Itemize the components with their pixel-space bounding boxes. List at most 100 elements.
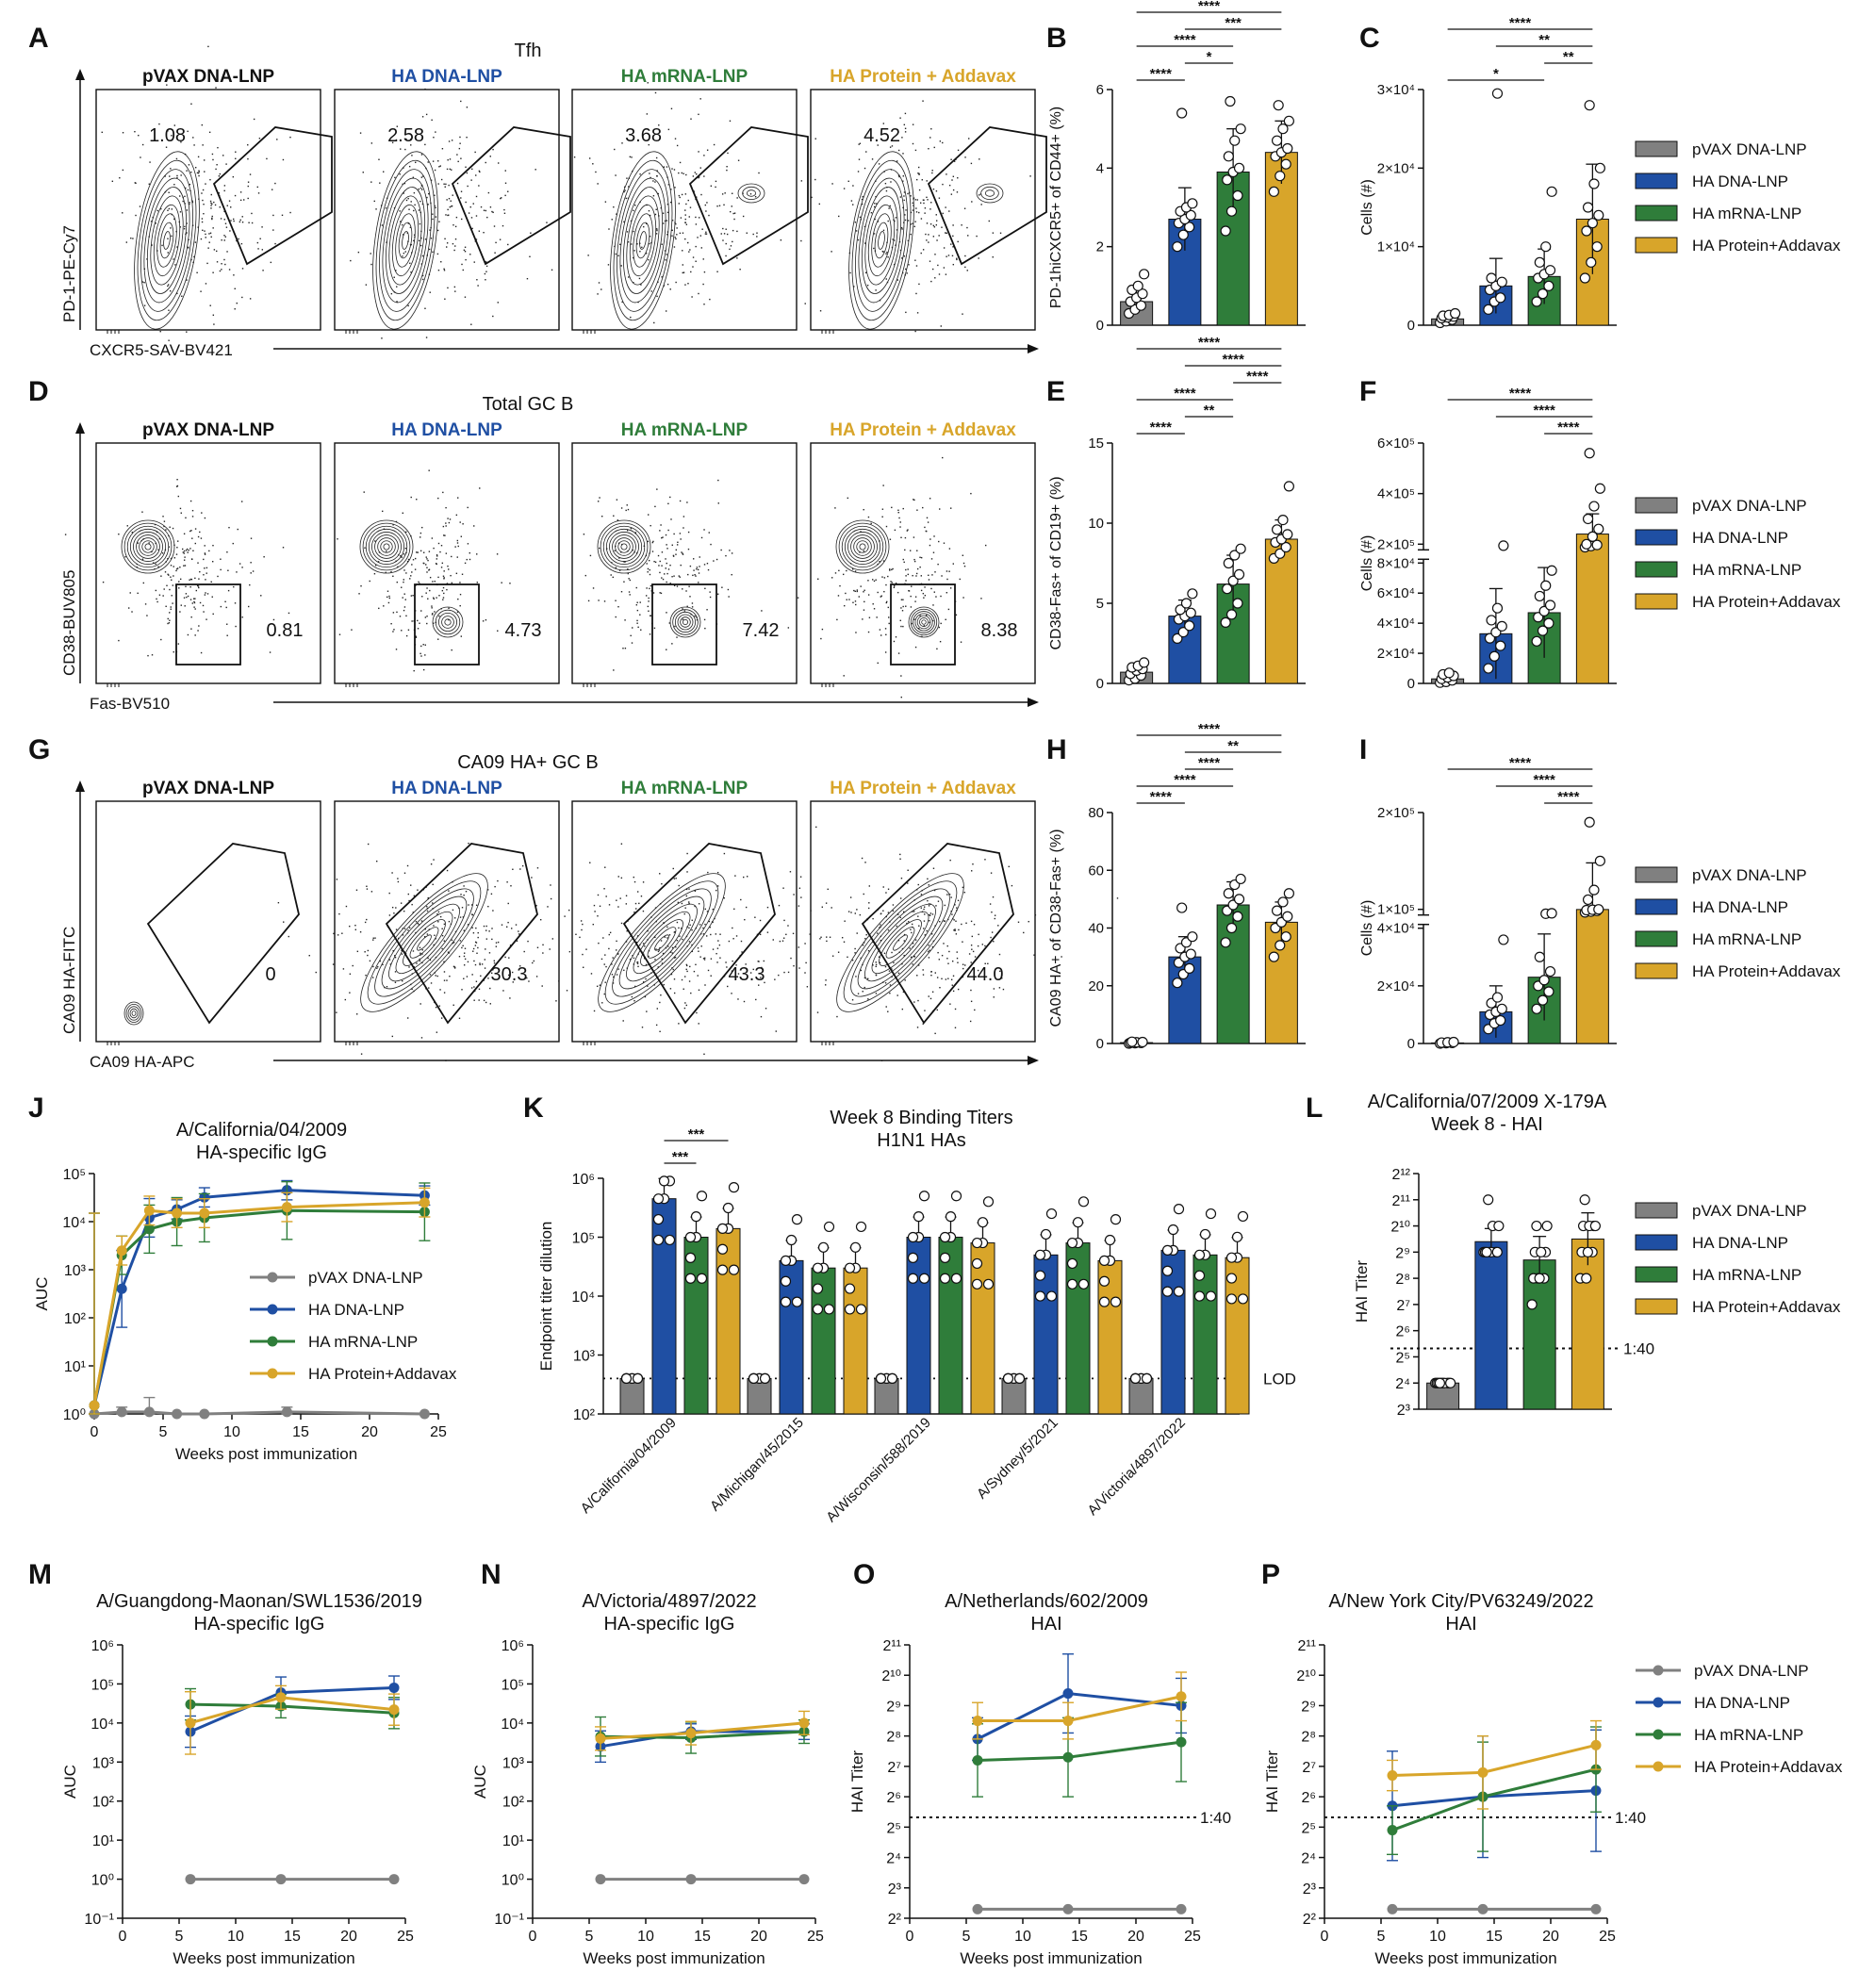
legend-label: HA DNA-LNP: [1692, 173, 1788, 190]
contour-ring: [835, 519, 890, 574]
event-dot: [880, 596, 882, 598]
event-dot: [742, 192, 744, 194]
data-point: [971, 1257, 983, 1270]
event-dot: [659, 873, 661, 875]
event-dot: [472, 950, 474, 952]
event-dot: [448, 607, 450, 610]
significance-stars: ***: [1225, 15, 1242, 31]
contour-ring: [403, 919, 446, 966]
legend-marker: [1653, 1665, 1664, 1676]
event-dot: [910, 606, 913, 608]
event-dot: [937, 264, 939, 267]
contour-ring: [841, 525, 884, 568]
event-dot: [469, 205, 471, 208]
event-dot: [970, 162, 973, 165]
event-dot: [688, 585, 690, 587]
event-dot: [204, 171, 206, 173]
event-dot: [913, 560, 916, 563]
event-dot: [217, 575, 219, 578]
event-dot: [604, 981, 606, 983]
event-dot: [135, 182, 137, 185]
event-dot: [173, 544, 175, 547]
event-dot: [676, 940, 679, 942]
event-dot: [426, 571, 428, 573]
event-dot: [165, 605, 167, 608]
event-dot: [934, 1032, 936, 1035]
event-dot: [799, 876, 802, 878]
event-dot: [673, 246, 676, 248]
event-dot: [859, 142, 862, 144]
x-tick-label: 0: [90, 1424, 99, 1440]
event-dot: [951, 913, 953, 915]
event-dot: [861, 198, 863, 201]
event-dot: [199, 570, 201, 573]
event-dot: [448, 618, 450, 621]
event-dot: [176, 547, 178, 549]
event-dot: [600, 958, 603, 961]
event-dot: [957, 988, 960, 991]
event-dot: [831, 577, 833, 579]
event-dot: [451, 555, 452, 558]
event-dot: [491, 210, 493, 213]
event-dot: [905, 575, 907, 577]
event-dot: [691, 928, 693, 931]
event-dot: [670, 107, 673, 110]
data-point: [1045, 1290, 1058, 1302]
event-dot: [646, 222, 648, 224]
event-dot: [473, 986, 475, 988]
event-dot: [666, 234, 668, 236]
event-dot: [201, 123, 204, 126]
data-point: [1077, 1278, 1090, 1290]
event-dot: [702, 258, 704, 260]
event-dot: [893, 239, 896, 241]
event-dot: [152, 216, 154, 219]
event-dot: [504, 170, 506, 172]
event-dot: [641, 246, 643, 249]
event-dot: [914, 221, 916, 222]
event-dot: [907, 568, 909, 570]
event-dot: [915, 211, 918, 213]
contour-ring: [626, 195, 660, 286]
event-dot: [973, 967, 975, 970]
event-dot: [276, 139, 278, 140]
event-dot: [443, 961, 445, 962]
event-dot: [638, 277, 641, 280]
y-tick-label: 2⁴: [886, 1851, 901, 1867]
event-dot: [993, 996, 995, 998]
significance-stars: *: [1207, 49, 1212, 65]
event-dot: [703, 529, 705, 531]
event-dot: [151, 244, 153, 246]
event-dot: [916, 550, 918, 551]
event-dot: [448, 952, 450, 954]
event-dot: [922, 969, 924, 971]
contour-ring: [150, 195, 184, 286]
event-dot: [980, 598, 982, 600]
event-dot: [453, 249, 455, 252]
event-dot: [732, 229, 734, 232]
y-tick-label: 2⁴: [1395, 1376, 1410, 1392]
significance-stars: **: [1227, 738, 1239, 754]
event-dot: [507, 190, 509, 192]
event-dot: [194, 542, 196, 545]
event-dot: [200, 238, 203, 240]
gate-rectangle: [890, 583, 956, 665]
event-dot: [920, 907, 922, 909]
event-dot: [395, 928, 398, 930]
event-dot: [428, 248, 431, 251]
event-dot: [597, 915, 599, 917]
event-dot: [453, 966, 456, 968]
event-dot: [411, 564, 413, 566]
event-dot: [894, 220, 896, 222]
legend-label: HA DNA-LNP: [1694, 1694, 1790, 1712]
event-dot: [941, 226, 943, 228]
legend-swatch: [1635, 237, 1678, 254]
event-dot: [398, 937, 400, 940]
event-dot: [671, 952, 674, 954]
event-dot: [409, 262, 411, 264]
event-dot: [426, 587, 428, 589]
event-dot: [406, 1017, 409, 1019]
contour-ring: [359, 519, 414, 574]
event-dot: [485, 925, 487, 928]
data-point: [1167, 1224, 1179, 1236]
event-dot: [900, 226, 903, 229]
